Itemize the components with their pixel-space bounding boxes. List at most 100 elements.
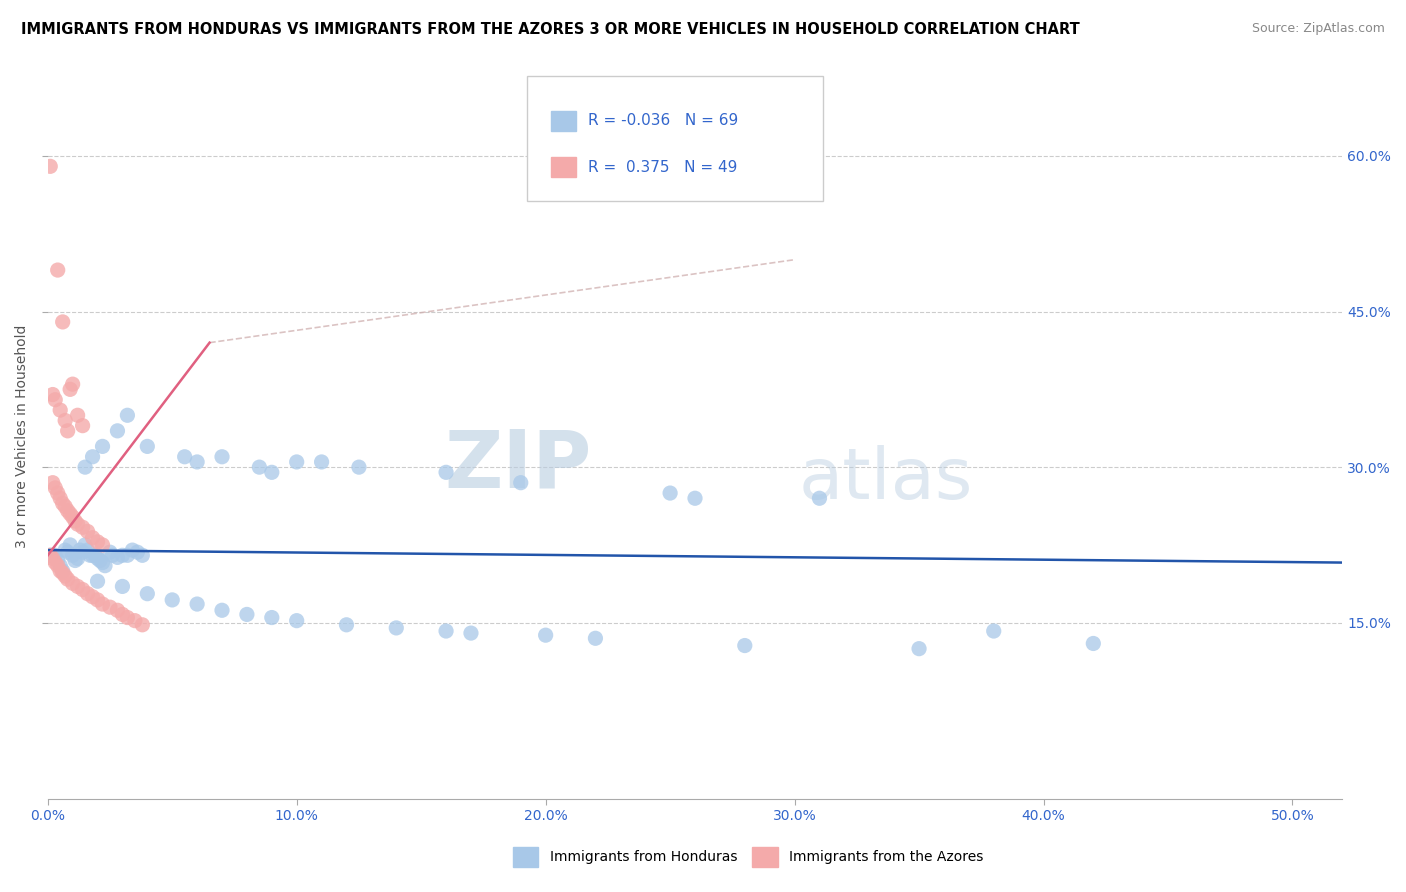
Point xyxy=(98,600,121,615)
Point xyxy=(111,579,134,593)
Point xyxy=(347,460,370,475)
Point xyxy=(52,496,75,510)
Point xyxy=(117,610,139,624)
Point xyxy=(44,556,66,570)
Point xyxy=(434,466,457,480)
Point xyxy=(53,569,76,583)
Point xyxy=(94,558,117,573)
Point xyxy=(82,450,104,464)
Point xyxy=(460,626,482,640)
Point xyxy=(160,593,183,607)
Point xyxy=(509,475,531,490)
Point xyxy=(136,587,159,601)
Point xyxy=(260,610,283,624)
Point xyxy=(56,545,79,559)
Point xyxy=(44,392,66,407)
Point xyxy=(76,587,98,601)
Point xyxy=(52,315,75,329)
Point xyxy=(91,597,114,611)
Point xyxy=(117,409,139,423)
Point xyxy=(82,590,104,604)
Point xyxy=(62,377,84,392)
Y-axis label: 3 or more Vehicles in Household: 3 or more Vehicles in Household xyxy=(15,325,30,548)
Point xyxy=(72,545,94,559)
Point xyxy=(808,491,831,506)
Point xyxy=(285,614,308,628)
Point xyxy=(111,607,134,622)
Point xyxy=(107,603,129,617)
Point xyxy=(46,263,69,277)
Point xyxy=(91,538,114,552)
Point xyxy=(56,504,79,518)
Point xyxy=(66,409,89,423)
Point xyxy=(44,481,66,495)
Point xyxy=(311,455,333,469)
Point xyxy=(82,531,104,545)
Point xyxy=(56,572,79,586)
Point xyxy=(44,549,66,563)
Point xyxy=(39,159,62,173)
Point xyxy=(49,564,72,578)
Point xyxy=(86,574,108,589)
Point xyxy=(72,520,94,534)
Point xyxy=(53,500,76,514)
Point xyxy=(52,566,75,580)
Text: IMMIGRANTS FROM HONDURAS VS IMMIGRANTS FROM THE AZORES 3 OR MORE VEHICLES IN HOU: IMMIGRANTS FROM HONDURAS VS IMMIGRANTS F… xyxy=(21,22,1080,37)
Point xyxy=(53,543,76,558)
Point xyxy=(107,550,129,565)
Point xyxy=(385,621,408,635)
Point xyxy=(63,553,86,567)
Point xyxy=(121,543,143,558)
Text: R =  0.375   N = 49: R = 0.375 N = 49 xyxy=(588,160,737,175)
Point xyxy=(107,424,129,438)
Point xyxy=(131,549,153,563)
Point xyxy=(53,413,76,427)
Point xyxy=(124,614,146,628)
Point xyxy=(86,593,108,607)
Point xyxy=(89,553,111,567)
Point xyxy=(56,424,79,438)
Point xyxy=(86,534,108,549)
Point xyxy=(59,382,82,396)
Text: Source: ZipAtlas.com: Source: ZipAtlas.com xyxy=(1251,22,1385,36)
Point xyxy=(66,551,89,566)
Point xyxy=(117,549,139,563)
Point xyxy=(46,558,69,573)
Point xyxy=(659,486,682,500)
Point xyxy=(39,549,62,563)
Point xyxy=(42,551,65,566)
Text: ZIP: ZIP xyxy=(444,426,592,504)
Point xyxy=(59,538,82,552)
Point xyxy=(72,418,94,433)
Point xyxy=(76,524,98,539)
Point xyxy=(101,549,124,563)
Point xyxy=(49,403,72,417)
Point xyxy=(127,545,149,559)
Point xyxy=(62,576,84,591)
Point xyxy=(62,510,84,524)
Point xyxy=(211,603,233,617)
Point xyxy=(583,632,606,646)
Point xyxy=(39,549,62,563)
Point xyxy=(82,549,104,563)
Point xyxy=(76,543,98,558)
Point xyxy=(534,628,557,642)
Point xyxy=(186,455,208,469)
Point xyxy=(66,579,89,593)
Point xyxy=(52,564,75,578)
Point xyxy=(186,597,208,611)
Text: Immigrants from the Azores: Immigrants from the Azores xyxy=(789,850,983,864)
Point xyxy=(111,549,134,563)
Point xyxy=(75,538,97,552)
Point xyxy=(63,514,86,528)
Point xyxy=(91,439,114,453)
Point xyxy=(908,641,931,656)
Point xyxy=(66,517,89,532)
Point xyxy=(247,460,270,475)
Point xyxy=(335,617,357,632)
Point xyxy=(285,455,308,469)
Point xyxy=(79,549,101,563)
Point xyxy=(46,553,69,567)
Point xyxy=(211,450,233,464)
Point xyxy=(91,556,114,570)
